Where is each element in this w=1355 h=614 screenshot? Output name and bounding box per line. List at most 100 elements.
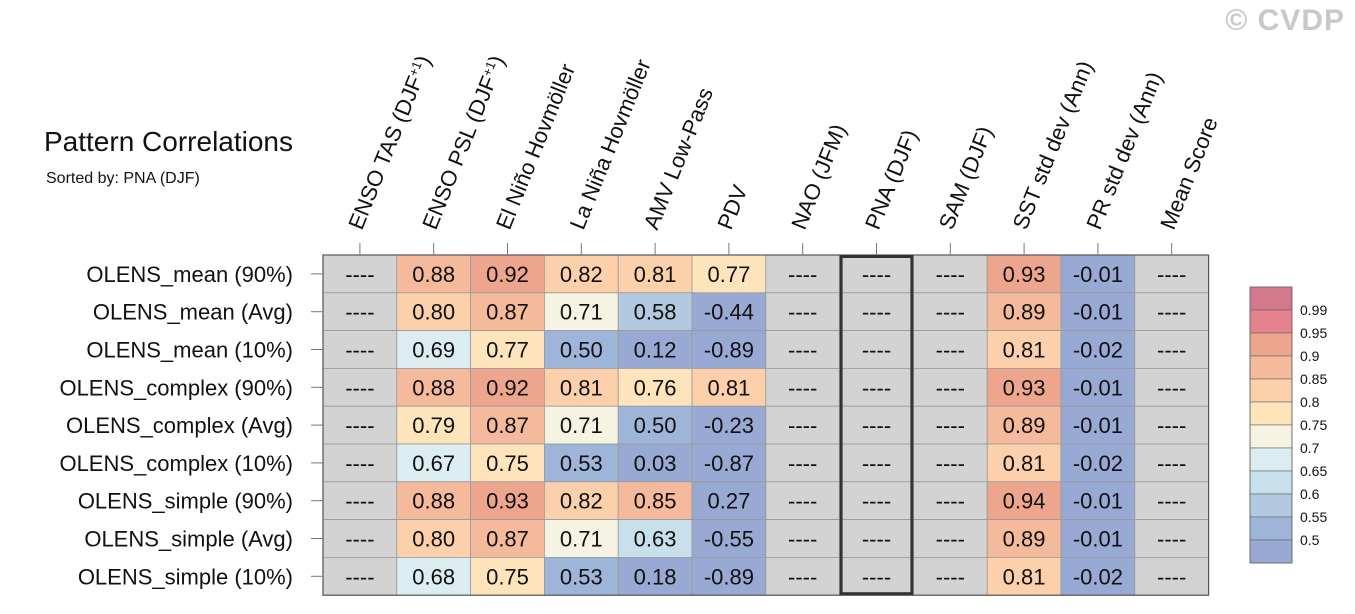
colorbar-swatch (1249, 332, 1293, 357)
cell-value: 0.27 (707, 489, 750, 514)
cell-value: ---- (788, 564, 817, 589)
cell-value: ---- (1157, 564, 1186, 589)
heatmap-cell (1060, 405, 1136, 445)
cell-value: -0.01 (1073, 300, 1123, 325)
heatmap-cell (544, 443, 619, 483)
heatmap-cell (322, 405, 398, 445)
heatmap-cell (839, 557, 914, 596)
cell-value: 0.68 (412, 564, 455, 589)
colorbar-swatch (1249, 424, 1293, 449)
heatmap-cell (986, 330, 1062, 369)
colorbar-label: 0.9 (1300, 348, 1320, 364)
row-label: OLENS_mean (Avg) (93, 300, 293, 325)
cell-value: ---- (936, 413, 965, 438)
cell-value: 0.93 (1003, 375, 1046, 400)
colorbar-label: 0.8 (1300, 394, 1320, 410)
heatmap-cell (691, 443, 767, 483)
cell-value: ---- (936, 375, 965, 400)
heatmap-cell (839, 254, 914, 294)
cell-value: -0.23 (704, 413, 754, 438)
cell-value: -0.01 (1073, 489, 1123, 514)
cell-value: 0.85 (634, 489, 677, 514)
heatmap-cell (913, 330, 988, 369)
cell-value: ---- (862, 451, 891, 476)
colorbar-swatch (1249, 447, 1293, 472)
heatmap-cell (1060, 292, 1136, 331)
cell-value: ---- (788, 527, 817, 552)
cell-value: 0.94 (1003, 489, 1046, 514)
heatmap-cell (913, 292, 988, 331)
cell-value: -0.02 (1073, 338, 1123, 363)
cell-value: ---- (345, 338, 374, 363)
cell-value: 0.03 (634, 451, 677, 476)
cell-value: 0.53 (560, 451, 603, 476)
cell-value: 0.92 (486, 262, 529, 287)
cell-value: ---- (862, 413, 891, 438)
colorbar-frame (1249, 286, 1293, 564)
cell-value: ---- (936, 338, 965, 363)
heatmap-cell (1060, 443, 1136, 483)
cell-value: 0.77 (486, 338, 529, 363)
cell-value: ---- (1157, 262, 1186, 287)
cell-value: 0.93 (486, 489, 529, 514)
cell-value: 0.88 (412, 489, 455, 514)
cell-value: 0.87 (486, 527, 529, 552)
heatmap-cell (691, 405, 767, 445)
heatmap-cell (617, 367, 693, 407)
heatmap-cell (986, 405, 1062, 445)
cell-value: ---- (345, 489, 374, 514)
heatmap-cell (986, 519, 1062, 558)
cell-value: 0.81 (1003, 451, 1046, 476)
heatmap-cell (544, 405, 619, 445)
cell-value: -0.01 (1073, 262, 1123, 287)
chart-title: Pattern Correlations (44, 126, 294, 157)
cell-value: 0.89 (1003, 527, 1046, 552)
cell-value: 0.80 (412, 300, 455, 325)
cell-value: 0.53 (560, 564, 603, 589)
cell-value: 0.82 (560, 489, 603, 514)
heatmap-cell (839, 519, 914, 558)
cell-value: 0.79 (412, 413, 455, 438)
heatmap-cell (1134, 519, 1210, 558)
cvdp-watermark: © CVDP (1225, 4, 1345, 37)
heatmap-cell (986, 367, 1062, 407)
cell-value: ---- (1157, 375, 1186, 400)
heatmap-cell (839, 405, 914, 445)
cell-value: ---- (862, 527, 891, 552)
chart-subtitle: Sorted by: PNA (DJF) (46, 170, 200, 187)
cell-value: ---- (345, 375, 374, 400)
cell-value: 0.88 (412, 262, 455, 287)
column-label: El Niño Hovmöller (491, 60, 580, 233)
row-label: OLENS_complex (10%) (59, 451, 293, 476)
colorbar-label: 0.95 (1300, 325, 1327, 341)
cell-value: ---- (936, 300, 965, 325)
cell-value: 0.81 (707, 375, 750, 400)
heatmap-cell (1060, 367, 1136, 407)
heatmap-cell (1060, 519, 1136, 558)
column-label: PR std dev (Ann) (1081, 68, 1167, 233)
cell-value: ---- (936, 489, 965, 514)
cell-value: ---- (345, 564, 374, 589)
heatmap-cell (691, 557, 767, 596)
cell-value: ---- (345, 413, 374, 438)
heatmap-cell (765, 292, 840, 331)
cell-value: ---- (862, 375, 891, 400)
heatmap-cell (1060, 557, 1136, 596)
colorbar-swatch (1249, 355, 1293, 380)
column-label: AMV Low-Pass (639, 84, 719, 233)
cell-value: ---- (862, 489, 891, 514)
cell-value: ---- (788, 375, 817, 400)
cell-value: ---- (788, 338, 817, 363)
cell-value: -0.01 (1073, 375, 1123, 400)
cell-value: 0.76 (634, 375, 677, 400)
heatmap-cell (913, 443, 988, 483)
cell-value: -0.02 (1073, 451, 1123, 476)
heatmap-cell (322, 443, 398, 483)
row-label: OLENS_simple (90%) (78, 489, 293, 514)
cell-value: 0.58 (634, 300, 677, 325)
cell-value: 0.89 (1003, 413, 1046, 438)
cell-value: ---- (788, 300, 817, 325)
cell-value: 0.93 (1003, 262, 1046, 287)
cell-value: ---- (788, 262, 817, 287)
